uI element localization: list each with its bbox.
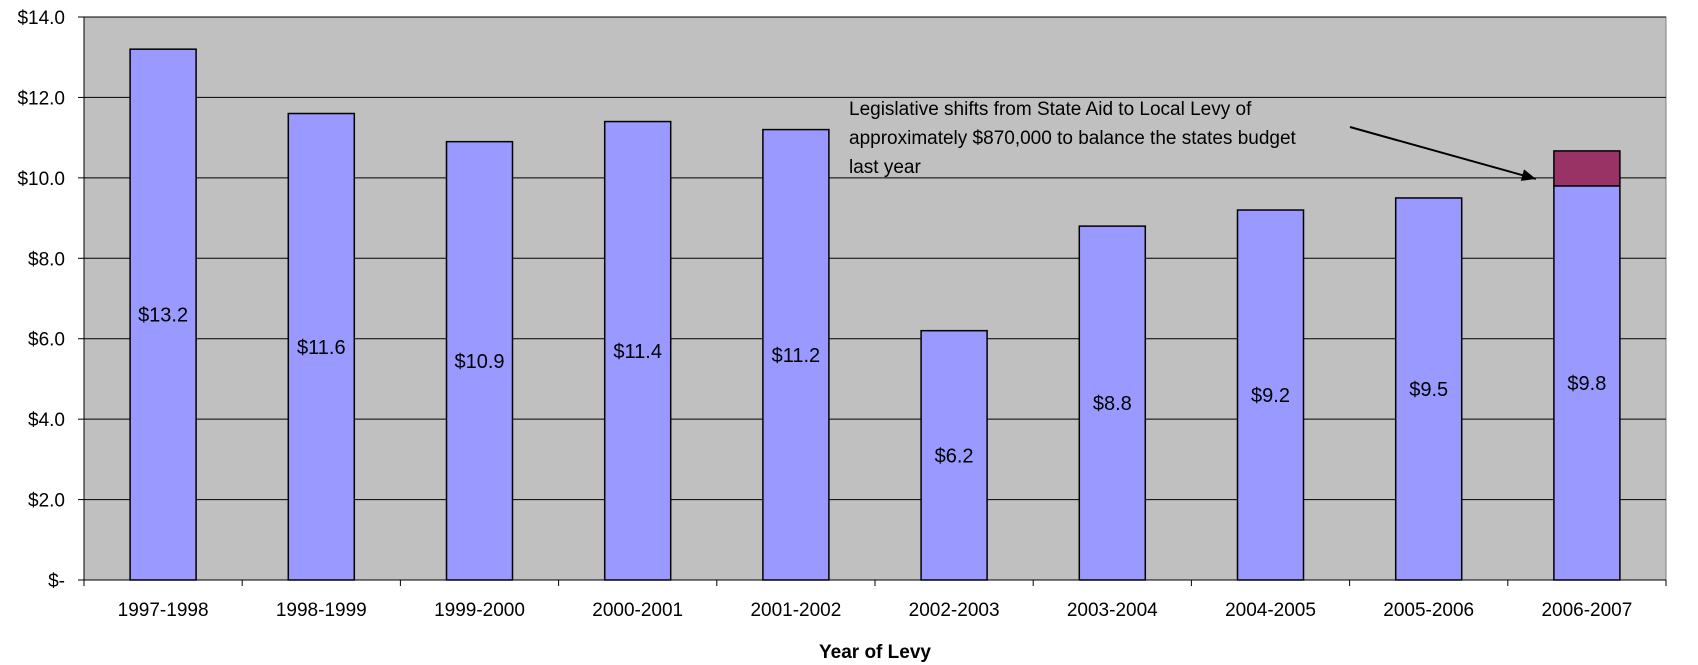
bar [920,329,988,581]
y-tick-label: $14.0 [17,8,65,29]
x-tick-label: 2003-2004 [1067,600,1158,621]
bar [1078,225,1147,581]
x-tick-label: 1999-2000 [434,600,525,621]
x-tick-label: 2005-2006 [1383,600,1474,621]
x-tick-label: 1998-1999 [276,600,367,621]
annotation-arrow-head [1520,169,1536,181]
bar [445,140,514,581]
x-tick-label: 2001-2002 [750,600,841,621]
x-tick-label: 2004-2005 [1225,600,1316,621]
y-tick-label: $10.0 [17,169,65,190]
bar-data-label: $11.4 [613,341,662,363]
bar-data-label: $11.6 [297,337,346,359]
x-tick-label: 2000-2001 [592,600,683,621]
bar-data-label: $13.2 [138,305,188,327]
y-tick-label: $4.0 [28,410,65,431]
x-tick-label: 1997-1998 [118,600,209,621]
bar-data-label: $10.9 [454,351,504,373]
x-tick-label: 2002-2003 [909,600,1000,621]
x-tick-label: 2006-2007 [1541,600,1632,621]
y-tick-label: $12.0 [17,88,65,109]
y-tick-label: $- [48,571,65,592]
annotation-text-line: approximately $870,000 to balance the st… [849,128,1297,149]
annotation-arrow-line [1349,126,1537,180]
bar-stacked-segment [1553,150,1621,187]
bar-data-label: $9.5 [1409,379,1448,401]
bar [1236,209,1305,581]
bars: $13.2 $11.6 $10.9 $11.4 $11.2 $6.2 $8.8 $9.2 $9.… [129,48,1621,581]
annotation-text-line: Legislative shifts from State Aid to Loc… [849,99,1252,120]
x-axis-ticks: 1997-1998 1998-1999 1999-2000 2000-2001 2001… [83,580,1667,621]
bar [287,112,356,581]
bar [1394,197,1463,581]
bar-data-label: $9.8 [1567,373,1606,395]
x-axis-title: Year of Levy [819,642,931,663]
bar [762,128,830,581]
annotation-text-line: last year [849,157,921,178]
y-tick-label: $2.0 [28,491,65,512]
y-tick-label: $6.0 [28,330,65,351]
bar-data-label: $11.2 [772,345,821,367]
bar [129,48,197,581]
y-tick-label: $8.0 [28,249,65,270]
y-axis-ticks: $- $2.0 $4.0 $6.0 $8.0 $10.0 $12.0 $14.0 [17,8,84,592]
bar-data-label: $6.2 [935,445,974,467]
annotation: Legislative shifts from State Aid to Loc… [849,99,1537,181]
bar [1553,185,1621,581]
bar-data-label: $9.2 [1251,385,1290,407]
bar-data-label: $8.8 [1093,393,1132,415]
